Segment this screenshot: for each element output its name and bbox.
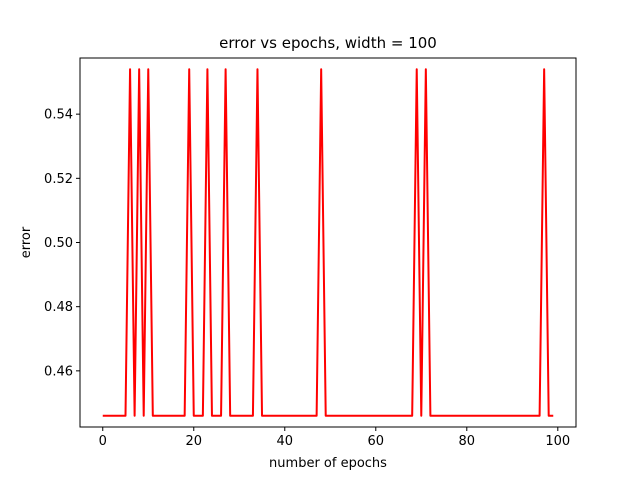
x-tick-label: 80 [459, 434, 476, 449]
x-tick-label: 60 [368, 434, 385, 449]
y-axis: 0.46 0.48 0.50 0.52 0.54 [44, 108, 80, 379]
chart-title: error vs epochs, width = 100 [219, 34, 437, 52]
x-tick-label: 20 [185, 434, 202, 449]
series-line-error [102, 68, 554, 417]
y-tick-label: 0.50 [44, 236, 73, 251]
y-tick-label: 0.52 [44, 172, 73, 187]
y-tick-label: 0.46 [44, 364, 73, 379]
y-tick-label: 0.54 [44, 108, 73, 123]
x-tick-label: 0 [99, 434, 107, 449]
y-tick-label: 0.48 [44, 300, 73, 315]
y-axis-label: error [19, 226, 34, 258]
x-axis-label: number of epochs [269, 456, 387, 471]
x-axis: 0 20 40 60 80 100 [99, 427, 570, 449]
x-tick-label: 100 [545, 434, 570, 449]
x-tick-label: 40 [276, 434, 293, 449]
